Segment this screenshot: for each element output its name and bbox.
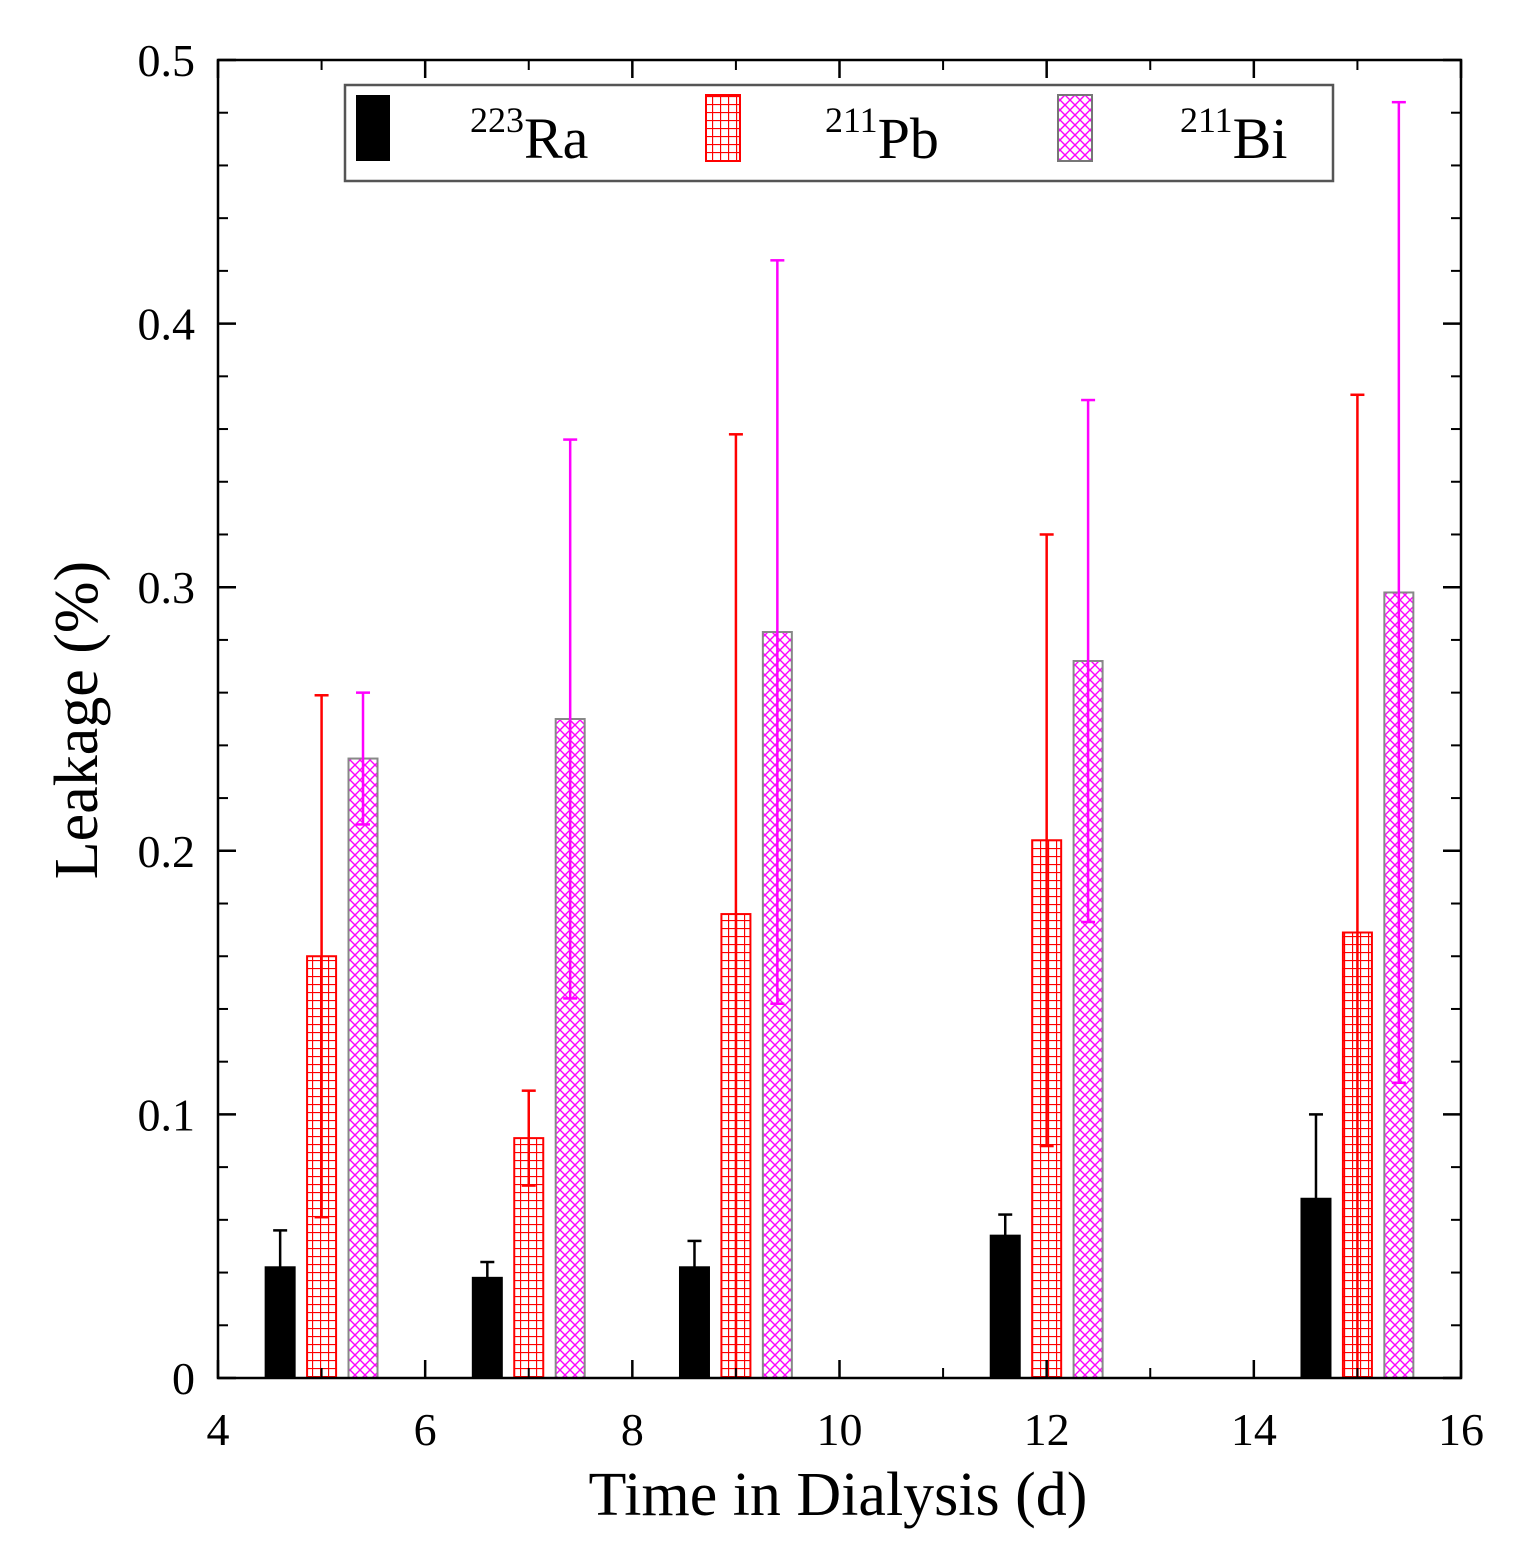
legend-swatch-bi: [1057, 94, 1093, 162]
x-tick-label: 6: [414, 1404, 437, 1455]
legend-swatch-ra: [356, 95, 390, 161]
legend-box: [343, 83, 1335, 183]
y-tick-label: 0.1: [138, 1089, 196, 1140]
y-tick-label: 0.5: [138, 35, 196, 86]
x-tick-label: 14: [1231, 1404, 1277, 1455]
legend-label-bi: 211Bi: [1180, 100, 1287, 171]
y-tick-label: 0: [172, 1353, 195, 1404]
x-tick-label: 8: [621, 1404, 644, 1455]
bar-ra: [471, 1276, 503, 1380]
plot-frame: [216, 58, 1463, 1380]
legend-label-pb: 211Pb: [825, 100, 939, 171]
x-tick-label: 10: [817, 1404, 863, 1455]
y-axis-title: Leakage (%): [43, 561, 111, 879]
error-bars-layer: [273, 100, 1406, 1378]
legend-label-ra: 223Ra: [470, 100, 588, 171]
bar-ra: [678, 1266, 710, 1379]
bar-ra: [989, 1234, 1021, 1379]
x-tick-label: 16: [1438, 1404, 1484, 1455]
y-tick-label: 0.3: [138, 562, 196, 613]
bars-layer: [264, 591, 1415, 1380]
bar-bi: [347, 757, 379, 1379]
legend: 223Ra 211Pb 211Bi: [343, 83, 1335, 183]
y-tick-label: 0.2: [138, 826, 196, 877]
x-tick-label: 12: [1024, 1404, 1070, 1455]
legend-swatch-pb: [705, 94, 741, 162]
bar-ra: [264, 1266, 296, 1379]
y-tick-label: 0.4: [138, 299, 196, 350]
x-tick-label: 4: [207, 1404, 230, 1455]
x-axis-title: Time in Dialysis (d): [589, 1461, 1088, 1529]
bar-ra: [1300, 1197, 1332, 1379]
ticks-layer: 4 6 8 10 12 14 16 0 0.1 0.2 0.3 0.4 0.5: [138, 35, 1485, 1455]
